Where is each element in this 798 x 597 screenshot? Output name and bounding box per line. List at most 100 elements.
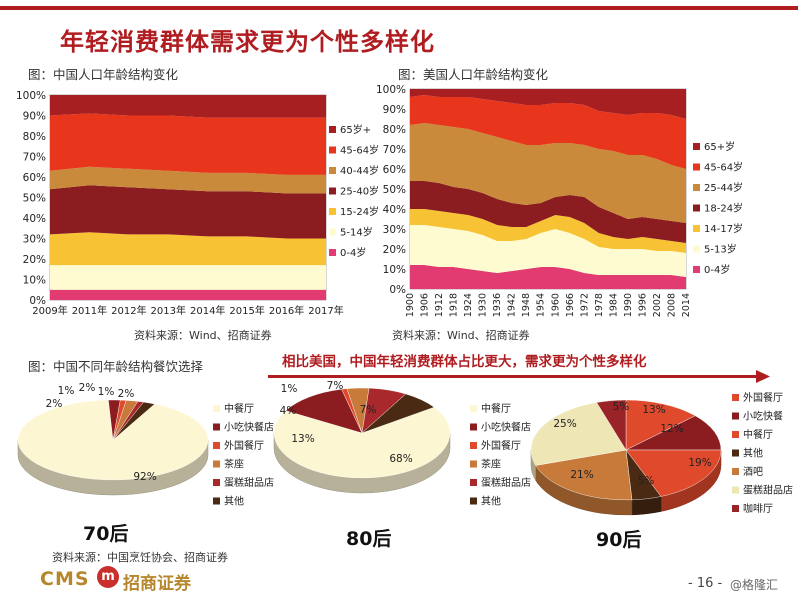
y-tick-label: 100% <box>376 84 406 96</box>
x-tick-label: 2009年 <box>32 304 67 317</box>
page-title: 年轻消费群体需求更为个性多样化 <box>60 28 435 56</box>
legend-swatch <box>693 245 700 253</box>
y-tick-label: 90% <box>23 111 46 123</box>
legend-swatch <box>213 405 220 412</box>
x-tick-label: 2013年 <box>151 304 186 317</box>
pie-value-label: 2% <box>46 398 63 410</box>
legend-swatch <box>693 143 700 150</box>
page-number: - 16 - <box>688 576 723 591</box>
legend-label: 中餐厅 <box>224 402 254 415</box>
y-tick-label: 50% <box>383 184 406 196</box>
pie-value-label: 2% <box>79 382 96 394</box>
legend-swatch <box>732 394 739 401</box>
pie-value-label: 68% <box>389 453 412 465</box>
legend-swatch <box>470 479 477 486</box>
area-15-24岁 <box>50 232 326 266</box>
y-tick-label: 40% <box>383 204 406 216</box>
legend-label: 其他 <box>743 447 763 460</box>
area-45-64岁 <box>410 95 686 169</box>
legend-swatch <box>693 163 700 171</box>
y-tick-label: 80% <box>23 131 46 143</box>
pie-value-label: 92% <box>133 471 156 483</box>
legend-swatch <box>329 208 336 215</box>
area-14-17岁 <box>410 209 686 253</box>
x-tick-label: 2008 <box>666 293 677 317</box>
legend-swatch <box>470 460 477 468</box>
pie-value-label: 7% <box>360 404 377 416</box>
x-tick-label: 1900 <box>405 293 416 317</box>
pie-slice-咖啡厅 <box>596 399 627 451</box>
banner-line <box>268 375 758 378</box>
area-45-64岁 <box>50 113 326 175</box>
legend-swatch <box>213 423 220 431</box>
x-tick-label: 2016年 <box>269 304 304 317</box>
legend-label: 5-14岁 <box>340 226 373 239</box>
title-accent-bar <box>0 6 798 10</box>
y-tick-label: 10% <box>383 264 406 276</box>
legend-label: 小吃快餐 <box>743 410 783 423</box>
x-tick-label: 1978 <box>594 293 605 317</box>
pie-slice-其他 <box>361 393 435 434</box>
pie-value-label: 4% <box>280 405 297 417</box>
legend-label: 45-64岁 <box>704 161 743 174</box>
area-25-44岁 <box>410 123 686 223</box>
x-tick-label: 1966 <box>565 293 576 317</box>
x-tick-label: 1930 <box>478 293 489 317</box>
pie-value-label: 12% <box>660 423 683 435</box>
legend-label: 咖啡厅 <box>743 503 773 515</box>
pie-slice-其他 <box>112 401 156 441</box>
legend-swatch <box>693 225 700 232</box>
legend-swatch <box>213 442 220 449</box>
legend-swatch <box>329 126 336 133</box>
pie-slice-小吃快餐店 <box>285 389 363 434</box>
area-5-14岁 <box>50 265 326 290</box>
legend-swatch <box>329 167 336 174</box>
legend-swatch <box>732 505 739 512</box>
legend-label: 茶座 <box>224 458 244 471</box>
us-chart-caption: 图：美国人口年龄结构变化 <box>398 67 549 82</box>
legend-swatch <box>732 449 739 457</box>
x-tick-label: 2011年 <box>72 304 107 317</box>
x-tick-label: 1906 <box>420 293 431 317</box>
pie-slice-中餐厅 <box>273 406 451 479</box>
legend-swatch <box>329 146 336 154</box>
legend-label: 小吃快餐店 <box>224 421 274 434</box>
pie-value-label: 1% <box>98 386 115 398</box>
legend-label: 25-44岁 <box>704 181 743 194</box>
legend-swatch <box>470 497 477 505</box>
brand-logo-en: CMS <box>40 568 90 590</box>
pie-90-title: 90后 <box>596 529 642 551</box>
y-tick-label: 80% <box>383 124 406 136</box>
pie-value-label: 25% <box>553 418 576 430</box>
legend-swatch <box>693 204 700 212</box>
y-tick-label: 30% <box>23 234 46 246</box>
legend-swatch <box>732 468 739 475</box>
x-tick-label: 1960 <box>550 293 561 317</box>
legend-swatch <box>732 412 739 420</box>
legend-label: 蛋糕甜品店 <box>743 484 793 497</box>
y-tick-label: 0% <box>29 295 46 307</box>
x-tick-label: 2015年 <box>229 304 264 317</box>
legend-label: 0-4岁 <box>704 263 730 276</box>
legend-label: 茶座 <box>481 458 501 471</box>
pie-value-label: 5% <box>613 401 630 413</box>
area-25-40岁 <box>50 185 326 239</box>
y-tick-label: 70% <box>383 144 406 156</box>
pie-chart-caption: 图：中国不同年龄结构餐饮选择 <box>28 359 204 374</box>
x-tick-label: 1942 <box>507 293 518 317</box>
x-tick-label: 2002 <box>652 293 663 317</box>
legend-swatch <box>470 405 477 412</box>
legend-label: 65岁+ <box>340 123 371 136</box>
legend-swatch <box>732 431 739 438</box>
area-0-4岁 <box>410 265 686 289</box>
x-tick-label: 1972 <box>579 293 590 317</box>
source-top-china: 资料来源：Wind、招商证券 <box>134 329 272 342</box>
pie-value-label: 1% <box>58 385 75 397</box>
x-tick-label: 2017年 <box>308 304 343 317</box>
source-bottom: 资料来源：中国烹饪协会、招商证券 <box>52 551 228 564</box>
legend-label: 65+岁 <box>704 140 735 153</box>
legend-label: 18-24岁 <box>704 202 743 215</box>
y-tick-label: 20% <box>383 244 406 256</box>
legend-swatch <box>470 423 477 431</box>
